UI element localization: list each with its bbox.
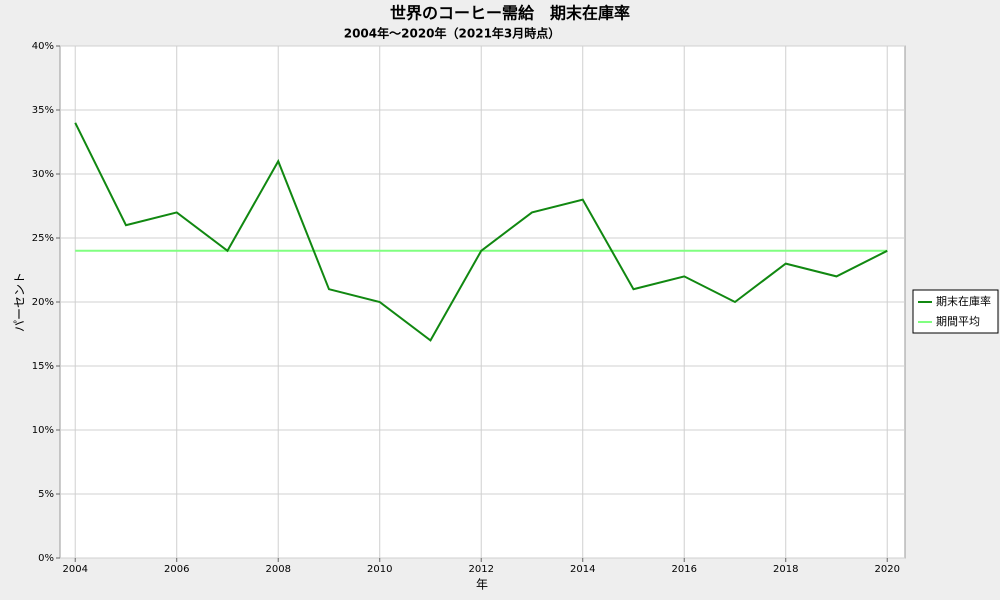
x-tick-label: 2010 <box>367 564 392 575</box>
y-axis-label: パーセント <box>13 272 27 332</box>
y-tick-label: 35% <box>32 105 54 116</box>
legend-label: 期末在庫率 <box>936 294 991 308</box>
x-tick-label: 2014 <box>570 564 595 575</box>
legend-box <box>912 289 999 334</box>
y-tick-label: 10% <box>32 425 54 436</box>
x-tick-label: 2018 <box>773 564 798 575</box>
x-axis-label: 年 <box>476 578 488 592</box>
x-tick-label: 2012 <box>469 564 494 575</box>
y-tick-label: 25% <box>32 233 54 244</box>
y-tick-label: 20% <box>32 297 54 308</box>
chart-title: 世界のコーヒー需給 期末在庫率 <box>390 4 630 23</box>
legend-label: 期間平均 <box>936 315 980 328</box>
data-line <box>74 122 888 342</box>
x-tick-label: 2020 <box>875 564 900 575</box>
y-tick-label: 5% <box>38 489 54 500</box>
y-tick-label: 15% <box>32 361 54 372</box>
chart-subtitle: 2004年～2020年（2021年3月時点） <box>344 26 561 41</box>
x-tick-label: 2006 <box>164 564 189 575</box>
x-tick-label: 2004 <box>62 564 87 575</box>
x-tick-label: 2016 <box>672 564 697 575</box>
y-tick-label: 30% <box>32 169 54 180</box>
y-tick-label: 40% <box>32 41 54 52</box>
x-tick-label: 2008 <box>266 564 291 575</box>
y-tick-label: 0% <box>38 553 54 564</box>
